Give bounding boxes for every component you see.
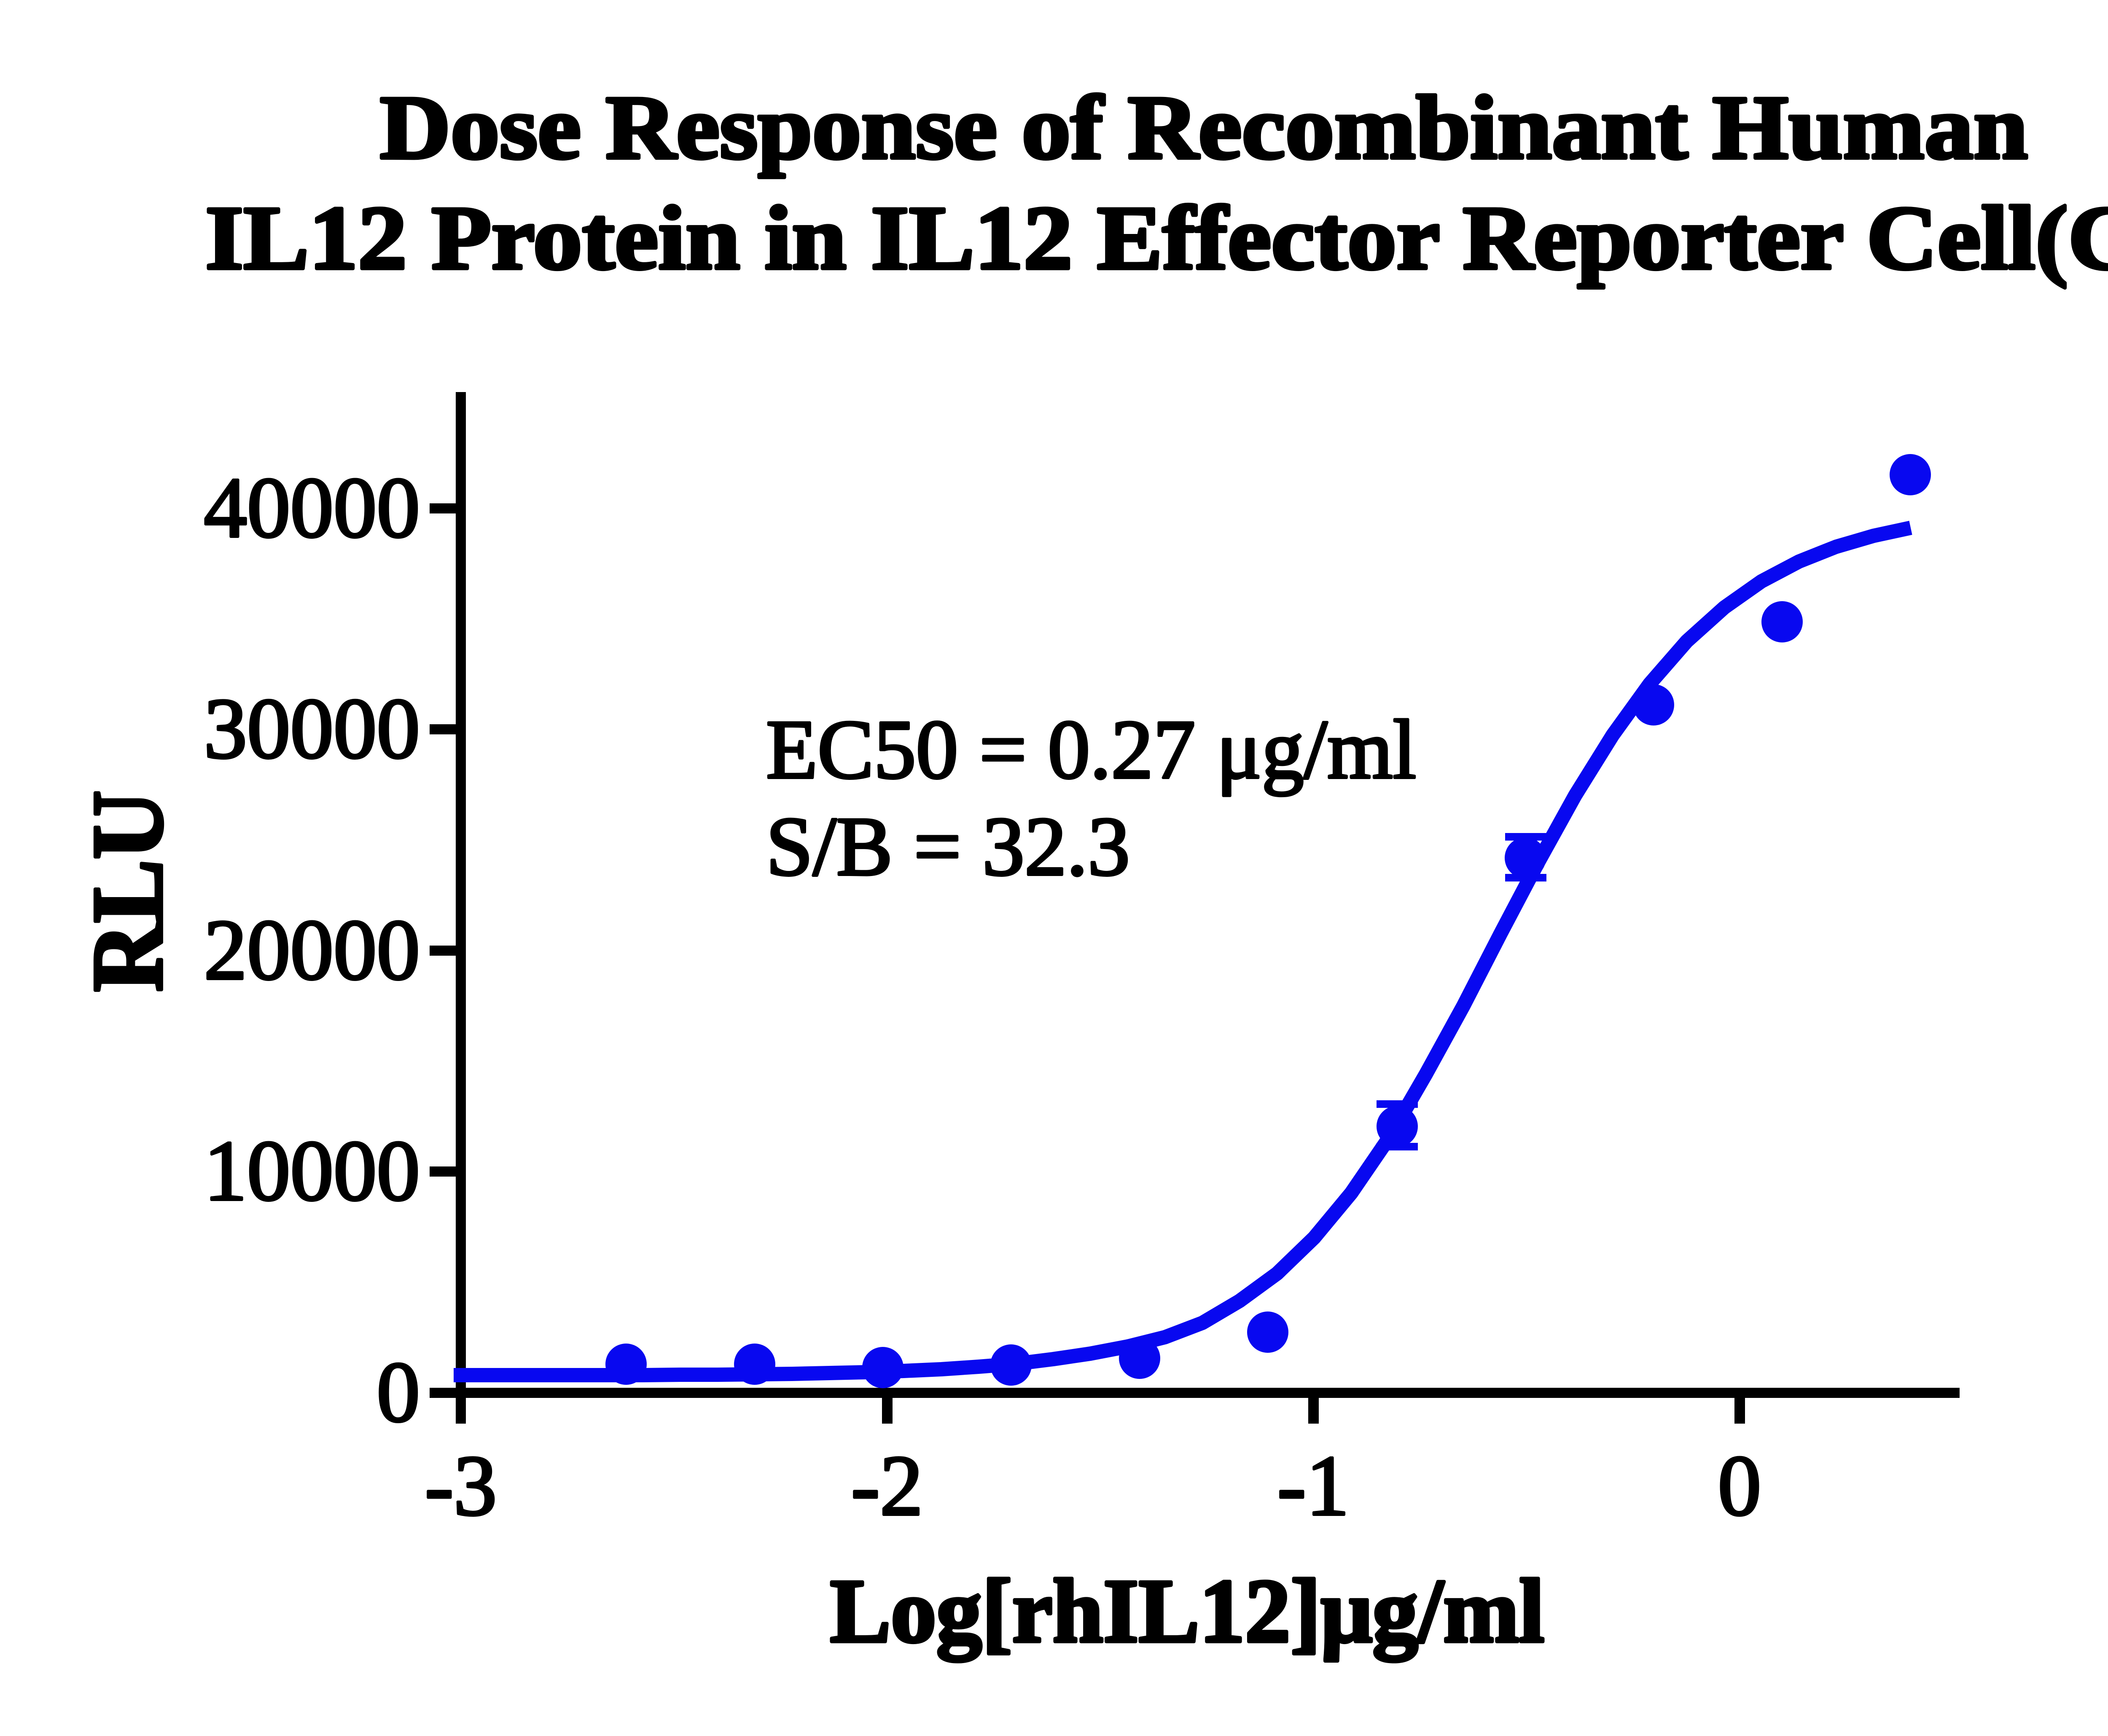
- svg-text:10000: 10000: [204, 1123, 420, 1219]
- svg-text:0: 0: [1718, 1438, 1761, 1534]
- svg-text:20000: 20000: [204, 902, 420, 998]
- svg-text:Dose Response of Recombinant H: Dose Response of Recombinant Human: [380, 77, 2028, 178]
- svg-text:-1: -1: [1277, 1438, 1350, 1534]
- svg-text:40000: 40000: [204, 460, 420, 556]
- svg-text:RLU: RLU: [71, 790, 183, 992]
- svg-text:-3: -3: [425, 1438, 497, 1534]
- svg-text:IL12 Protein in IL12 Effector: IL12 Protein in IL12 Effector Reporter C…: [205, 188, 2108, 288]
- svg-text:0: 0: [377, 1344, 420, 1440]
- svg-text:30000: 30000: [204, 681, 420, 777]
- svg-text:-2: -2: [851, 1438, 923, 1534]
- svg-text:S/B = 32.3: S/B = 32.3: [766, 800, 1130, 893]
- svg-text:EC50 = 0.27 μg/ml: EC50 = 0.27 μg/ml: [766, 703, 1416, 796]
- svg-text:Log[rhIL12]μg/ml: Log[rhIL12]μg/ml: [830, 1561, 1544, 1662]
